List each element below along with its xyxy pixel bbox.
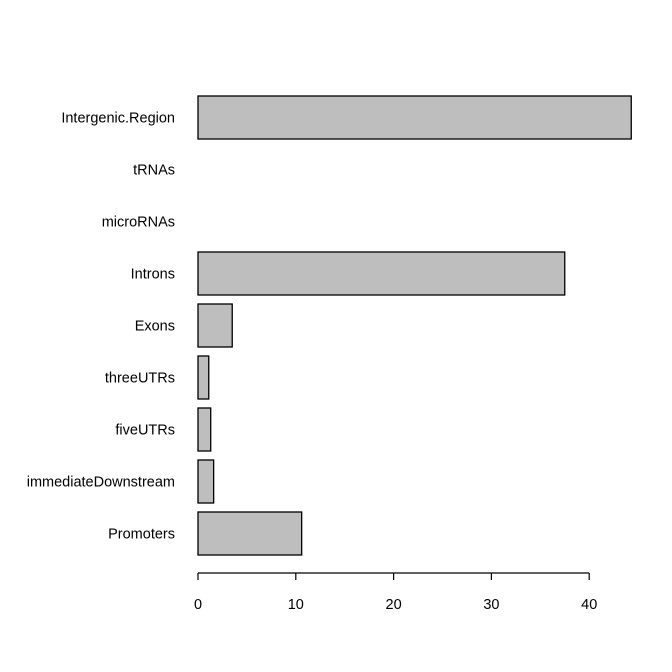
bar-fiveutrs [197, 407, 212, 452]
category-label: tRNAs [133, 163, 175, 179]
x-tick-label: 30 [483, 597, 499, 613]
category-label: immediateDownstream [27, 475, 175, 491]
category-label: microRNAs [102, 215, 175, 231]
bar-intergenic-region [197, 95, 632, 140]
x-tick-label: 40 [581, 597, 597, 613]
x-tick-label: 10 [288, 597, 304, 613]
category-label: Intergenic.Region [61, 111, 175, 127]
category-label: threeUTRs [105, 371, 175, 387]
bar-threeutrs [197, 355, 210, 400]
bar-immediatedownstream [197, 459, 215, 504]
bar-exons [197, 303, 233, 348]
x-axis: 0 10 20 30 40 [194, 572, 597, 613]
bar-promoters [197, 511, 303, 556]
x-tick-label: 20 [386, 597, 402, 613]
category-label: Exons [135, 319, 175, 335]
category-label: fiveUTRs [115, 423, 175, 439]
category-labels: Promoters immediateDownstream fiveUTRs thre… [27, 111, 175, 543]
bar-introns [197, 251, 566, 296]
x-tick-label: 0 [194, 597, 202, 613]
category-label: Introns [131, 267, 175, 283]
category-label: Promoters [108, 527, 175, 543]
bars-group [197, 95, 632, 556]
